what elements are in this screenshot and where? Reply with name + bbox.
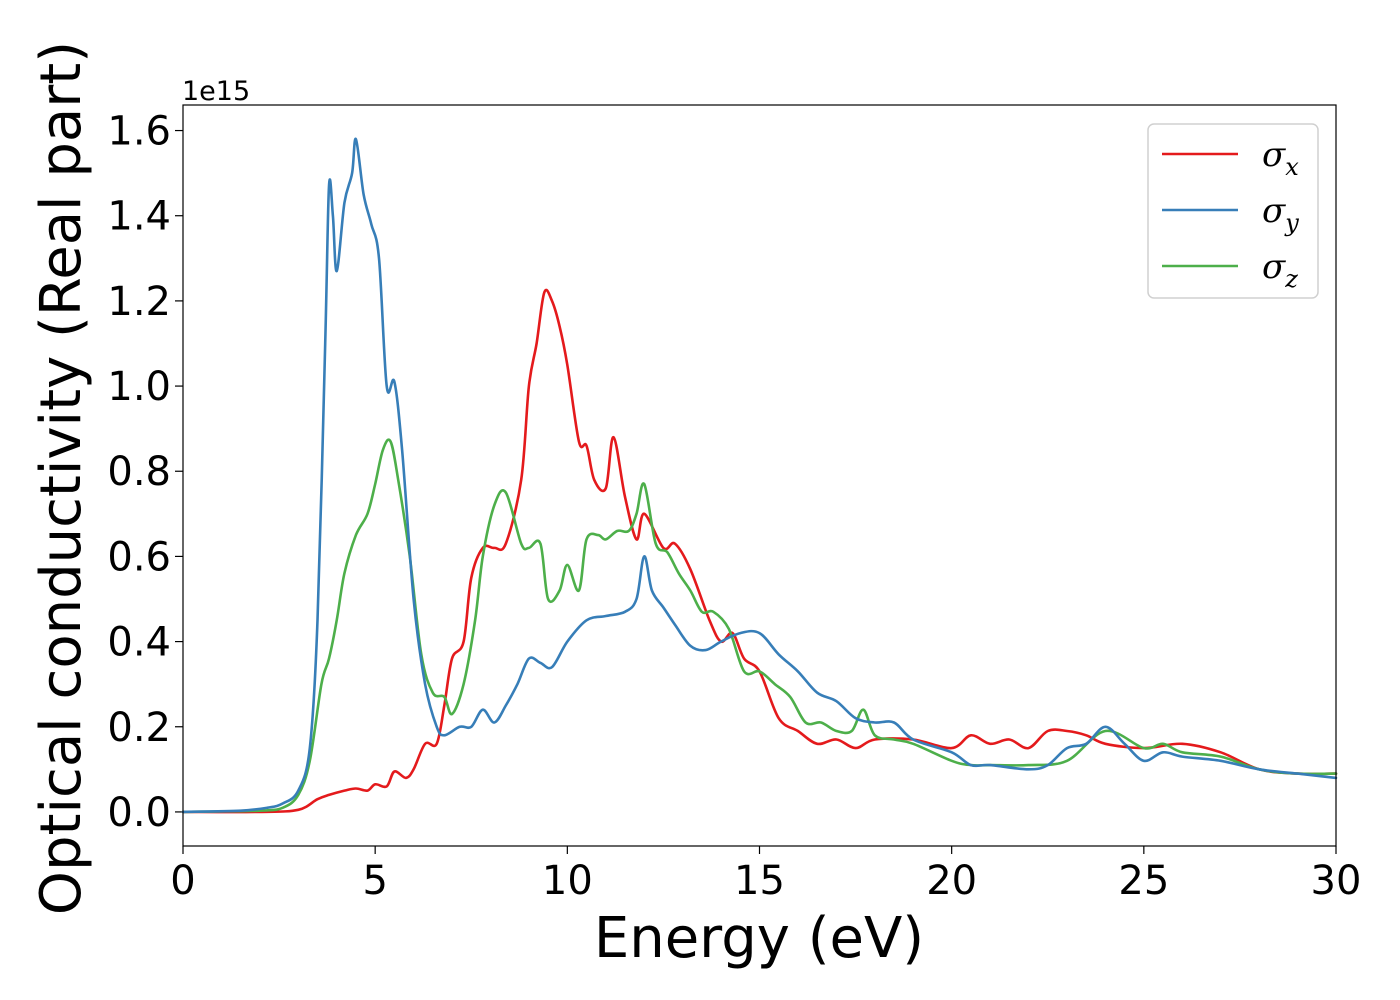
y-tick-label: 0.2 xyxy=(107,705,171,751)
plot-frame xyxy=(182,104,1337,847)
x-axis-ticks: 0 5 10 15 20 25 30 xyxy=(170,846,1361,904)
series-line-sigma-x xyxy=(181,288,1338,814)
y-tick-label: 0.0 xyxy=(107,790,171,836)
y-offset-label: 1e15 xyxy=(182,76,250,107)
legend-label-sub: z xyxy=(1284,265,1298,293)
legend-label-sigma-x: σx xyxy=(1262,135,1299,181)
x-tick-label: 20 xyxy=(926,858,977,904)
series-line-sigma-y xyxy=(181,137,1338,814)
x-tick-label: 15 xyxy=(734,858,785,904)
legend-label-sigma-y: σy xyxy=(1262,191,1299,237)
y-tick-label: 0.8 xyxy=(107,449,171,495)
y-tick-label: 0.4 xyxy=(107,620,171,666)
y-axis-title: Optical conductivity (Real part) xyxy=(29,41,94,915)
series-layer xyxy=(181,137,1338,814)
x-tick-label: 25 xyxy=(1118,858,1169,904)
x-tick-label: 30 xyxy=(1311,858,1362,904)
y-tick-label: 1.4 xyxy=(107,194,171,240)
x-tick-label: 0 xyxy=(170,858,195,904)
y-tick-label: 1.2 xyxy=(107,279,171,325)
y-tick-label: 1.6 xyxy=(107,109,171,155)
y-tick-label: 0.6 xyxy=(107,534,171,580)
y-tick-label: 1.0 xyxy=(107,364,171,410)
x-axis-title: Energy (eV) xyxy=(594,906,924,971)
legend-label-sub: y xyxy=(1284,209,1299,237)
legend-label-main: σ xyxy=(1262,135,1286,175)
legend-label-sub: x xyxy=(1285,153,1299,181)
legend-label-main: σ xyxy=(1262,191,1286,231)
x-tick-label: 5 xyxy=(362,858,387,904)
x-tick-label: 10 xyxy=(542,858,593,904)
legend-label-main: σ xyxy=(1262,247,1286,287)
legend-label-sigma-z: σz xyxy=(1262,247,1298,293)
y-axis-ticks: 0.0 0.2 0.4 0.6 0.8 1.0 1.2 1.4 1.6 xyxy=(107,109,183,836)
series-line-sigma-z xyxy=(181,438,1338,814)
